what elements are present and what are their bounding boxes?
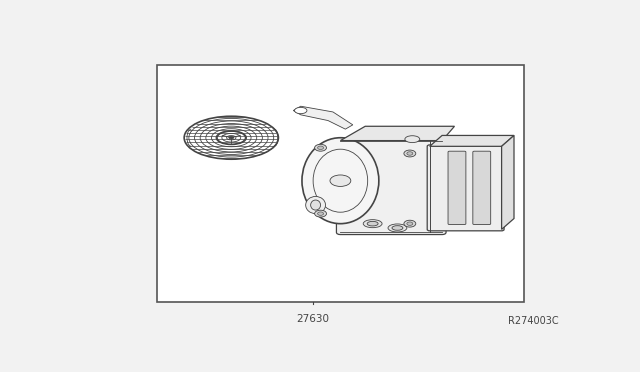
- Polygon shape: [502, 135, 514, 230]
- Circle shape: [315, 210, 326, 217]
- Circle shape: [404, 220, 416, 227]
- Ellipse shape: [310, 200, 321, 210]
- Ellipse shape: [392, 226, 403, 230]
- Ellipse shape: [364, 219, 382, 228]
- FancyBboxPatch shape: [337, 138, 446, 235]
- Ellipse shape: [330, 175, 351, 186]
- Text: 27630: 27630: [296, 314, 330, 324]
- Ellipse shape: [229, 137, 234, 139]
- Ellipse shape: [306, 196, 326, 214]
- FancyBboxPatch shape: [428, 145, 504, 231]
- FancyBboxPatch shape: [448, 151, 466, 225]
- Bar: [157, 65, 524, 302]
- Ellipse shape: [367, 221, 378, 226]
- Ellipse shape: [302, 138, 379, 224]
- Circle shape: [404, 150, 416, 157]
- Circle shape: [407, 222, 413, 225]
- Circle shape: [407, 152, 413, 155]
- Polygon shape: [293, 106, 353, 129]
- Polygon shape: [340, 126, 454, 141]
- FancyBboxPatch shape: [473, 151, 491, 225]
- Circle shape: [315, 144, 326, 151]
- Text: R274003C: R274003C: [508, 316, 559, 326]
- Circle shape: [317, 146, 324, 150]
- Ellipse shape: [405, 136, 420, 142]
- Circle shape: [317, 212, 324, 215]
- Polygon shape: [429, 135, 514, 146]
- Ellipse shape: [388, 224, 407, 232]
- Ellipse shape: [294, 108, 307, 114]
